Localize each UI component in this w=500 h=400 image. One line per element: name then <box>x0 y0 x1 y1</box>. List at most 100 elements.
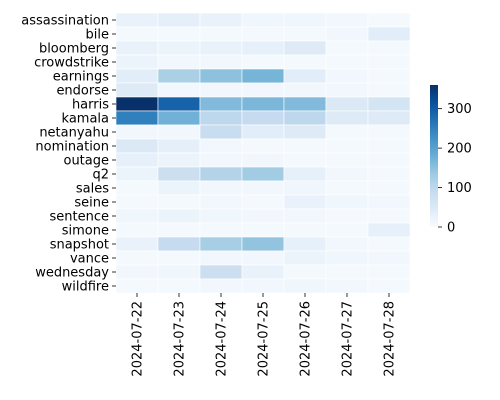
heatmap-cell-kamala-2024-07-22 <box>115 110 159 126</box>
heatmap-cell-assassination-2024-07-25 <box>241 12 285 28</box>
heatmap-cell-simone-2024-07-25 <box>241 222 285 238</box>
heatmap-cell-bloomberg-2024-07-26 <box>283 40 327 56</box>
colorbar-tick-label-300: 300 <box>447 102 472 117</box>
heatmap-cell-wildfire-2024-07-27 <box>325 278 369 294</box>
y-tick-label-assassination: assassination <box>21 14 109 29</box>
heatmap-cell-harris-2024-07-26 <box>283 96 327 112</box>
heatmap-cell-endorse-2024-07-24 <box>199 82 243 98</box>
y-tick-label-simone: simone <box>62 224 109 239</box>
heatmap-cell-bile-2024-07-24 <box>199 26 243 42</box>
y-tick-label-bile: bile <box>86 28 109 43</box>
heatmap-cell-sentence-2024-07-25 <box>241 208 285 224</box>
heatmap-cell-sentence-2024-07-22 <box>115 208 159 224</box>
y-tick-label-seine: seine <box>74 196 109 211</box>
y-tick-label-harris: harris <box>72 98 109 113</box>
heatmap-cell-simone-2024-07-26 <box>283 222 327 238</box>
x-tick-label-2024-07-24: 2024-07-24 <box>215 301 230 377</box>
heatmap-cell-q2-2024-07-28 <box>367 166 411 182</box>
heatmap-cell-bile-2024-07-23 <box>157 26 201 42</box>
heatmap-cell-bile-2024-07-26 <box>283 26 327 42</box>
heatmap-cell-nomination-2024-07-23 <box>157 138 201 154</box>
colorbar-tick-label-0: 0 <box>447 221 455 236</box>
y-tick-labels: assassinationbilebloombergcrowdstrikeear… <box>21 14 116 295</box>
heatmap-cell-netanyahu-2024-07-23 <box>157 124 201 140</box>
heatmap-cell-q2-2024-07-26 <box>283 166 327 182</box>
heatmap-cell-earnings-2024-07-24 <box>199 68 243 84</box>
heatmap-cell-harris-2024-07-23 <box>157 96 201 112</box>
heatmap-cell-wildfire-2024-07-24 <box>199 278 243 294</box>
heatmap-cell-seine-2024-07-22 <box>115 194 159 210</box>
heatmap-cell-earnings-2024-07-22 <box>115 68 159 84</box>
heatmap-cell-seine-2024-07-28 <box>367 194 411 210</box>
heatmap-cell-nomination-2024-07-25 <box>241 138 285 154</box>
heatmap-cell-seine-2024-07-24 <box>199 194 243 210</box>
heatmap-cell-bile-2024-07-27 <box>325 26 369 42</box>
heatmap-cell-outage-2024-07-25 <box>241 152 285 168</box>
heatmap-cell-seine-2024-07-23 <box>157 194 201 210</box>
heatmap-cell-harris-2024-07-22 <box>115 96 159 112</box>
heatmap-cell-vance-2024-07-27 <box>325 250 369 266</box>
heatmap-cell-sentence-2024-07-28 <box>367 208 411 224</box>
heatmap-cell-snapshot-2024-07-26 <box>283 236 327 252</box>
heatmap-cell-q2-2024-07-27 <box>325 166 369 182</box>
heatmap-cell-crowdstrike-2024-07-26 <box>283 54 327 70</box>
heatmap-cell-assassination-2024-07-22 <box>115 12 159 28</box>
heatmap-cell-wednesday-2024-07-26 <box>283 264 327 280</box>
y-tick-label-vance: vance <box>70 252 109 267</box>
heatmap-cell-assassination-2024-07-23 <box>157 12 201 28</box>
y-tick-label-outage: outage <box>63 154 109 169</box>
heatmap-cell-sales-2024-07-28 <box>367 180 411 196</box>
heatmap-cell-earnings-2024-07-26 <box>283 68 327 84</box>
y-tick-label-kamala: kamala <box>62 112 109 127</box>
x-tick-labels: 2024-07-22 2024-07-23 2024-07-24 2024-07-25… <box>131 293 398 377</box>
heatmap-cell-crowdstrike-2024-07-27 <box>325 54 369 70</box>
x-tick-label-2024-07-25: 2024-07-25 <box>257 301 272 377</box>
heatmap-cell-nomination-2024-07-24 <box>199 138 243 154</box>
heatmap-cell-kamala-2024-07-25 <box>241 110 285 126</box>
heatmap-cell-crowdstrike-2024-07-28 <box>367 54 411 70</box>
heatmap-cell-harris-2024-07-25 <box>241 96 285 112</box>
heatmap-cell-bloomberg-2024-07-23 <box>157 40 201 56</box>
y-tick-label-bloomberg: bloomberg <box>39 42 109 57</box>
heatmap-cell-vance-2024-07-28 <box>367 250 411 266</box>
heatmap-cell-wildfire-2024-07-26 <box>283 278 327 294</box>
heatmap-cell-wednesday-2024-07-25 <box>241 264 285 280</box>
heatmap-cell-outage-2024-07-24 <box>199 152 243 168</box>
heatmap-cell-vance-2024-07-22 <box>115 250 159 266</box>
heatmap-cell-sales-2024-07-27 <box>325 180 369 196</box>
heatmap-cell-endorse-2024-07-22 <box>115 82 159 98</box>
heatmap-cell-sales-2024-07-25 <box>241 180 285 196</box>
heatmap-cell-earnings-2024-07-27 <box>325 68 369 84</box>
heatmap-cell-seine-2024-07-25 <box>241 194 285 210</box>
colorbar-tick-label-200: 200 <box>447 142 472 157</box>
heatmap-cell-bloomberg-2024-07-27 <box>325 40 369 56</box>
heatmap-cell-snapshot-2024-07-28 <box>367 236 411 252</box>
heatmap-cell-wednesday-2024-07-24 <box>199 264 243 280</box>
heatmap-cell-netanyahu-2024-07-25 <box>241 124 285 140</box>
heatmap-cell-assassination-2024-07-27 <box>325 12 369 28</box>
heatmap-cell-vance-2024-07-23 <box>157 250 201 266</box>
heatmap-cell-sentence-2024-07-24 <box>199 208 243 224</box>
y-tick-label-sales: sales <box>76 182 109 197</box>
heatmap-cell-netanyahu-2024-07-28 <box>367 124 411 140</box>
heatmap-cell-sales-2024-07-23 <box>157 180 201 196</box>
heatmap-cell-nomination-2024-07-26 <box>283 138 327 154</box>
heatmap-cell-kamala-2024-07-28 <box>367 110 411 126</box>
heatmap-cell-endorse-2024-07-26 <box>283 82 327 98</box>
heatmap-cell-endorse-2024-07-28 <box>367 82 411 98</box>
heatmap-cell-assassination-2024-07-26 <box>283 12 327 28</box>
heatmap-cell-bloomberg-2024-07-25 <box>241 40 285 56</box>
heatmap-cell-kamala-2024-07-27 <box>325 110 369 126</box>
y-tick-label-snapshot: snapshot <box>50 238 109 253</box>
heatmap-cell-nomination-2024-07-27 <box>325 138 369 154</box>
y-tick-label-wildfire: wildfire <box>62 280 109 295</box>
heatmap-cell-bile-2024-07-25 <box>241 26 285 42</box>
heatmap-cell-sentence-2024-07-27 <box>325 208 369 224</box>
heatmap-cell-simone-2024-07-23 <box>157 222 201 238</box>
heatmap-cell-sales-2024-07-22 <box>115 180 159 196</box>
heatmap-cell-wildfire-2024-07-28 <box>367 278 411 294</box>
heatmap-cell-crowdstrike-2024-07-25 <box>241 54 285 70</box>
heatmap-cell-earnings-2024-07-23 <box>157 68 201 84</box>
heatmap-cell-sales-2024-07-26 <box>283 180 327 196</box>
